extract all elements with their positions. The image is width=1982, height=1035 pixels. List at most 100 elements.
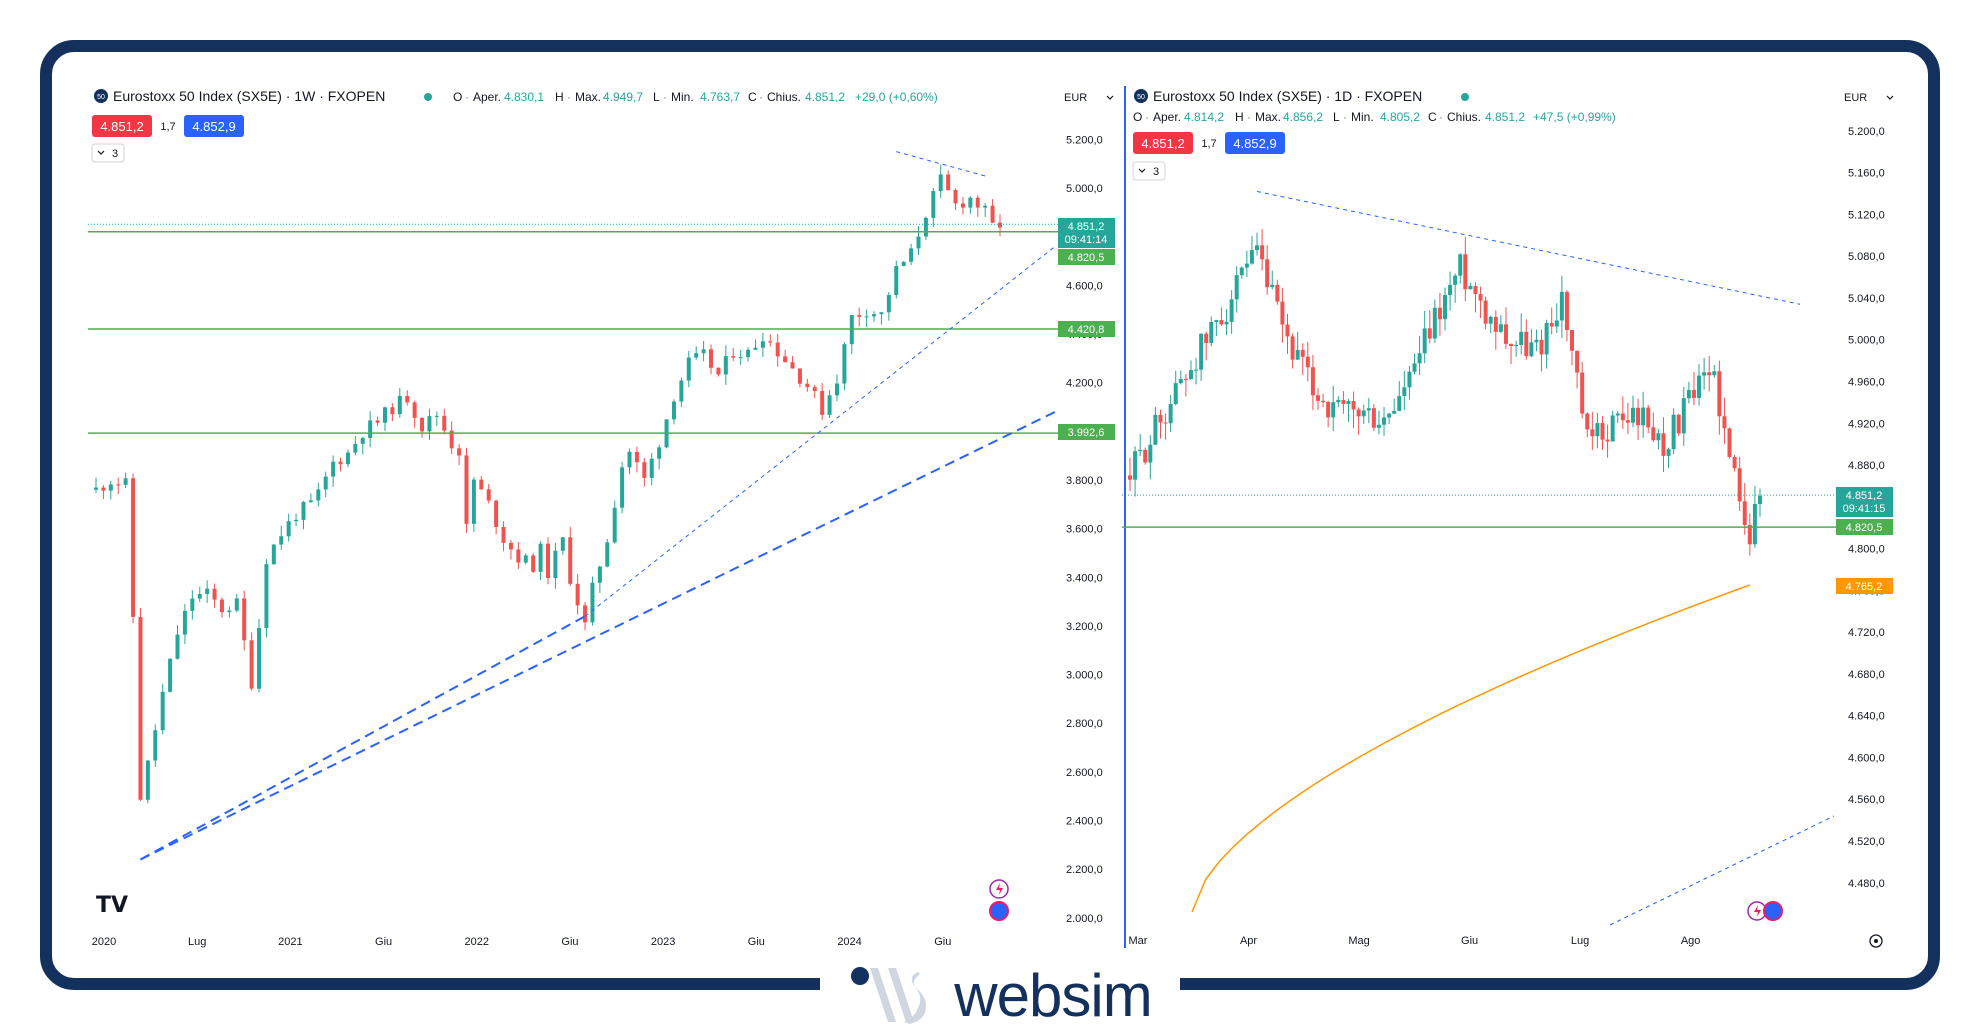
candle-body <box>1595 423 1600 437</box>
candle-body <box>1244 263 1249 268</box>
left-indicators-toggle[interactable] <box>91 143 125 163</box>
candle-body <box>1153 414 1158 445</box>
candle-body <box>345 452 350 465</box>
candle-body <box>1580 372 1585 414</box>
left-bid-button[interactable] <box>92 115 152 137</box>
candle-body <box>998 222 1002 228</box>
candle-body <box>264 564 269 629</box>
candle-body <box>1204 333 1209 344</box>
y-tick-label: 5.000,0 <box>1066 183 1103 195</box>
candle-body <box>1321 400 1326 403</box>
right-plot-area[interactable] <box>1122 190 1836 926</box>
y-tick-label: 4.560,0 <box>1848 794 1885 806</box>
candle-body <box>1509 343 1514 347</box>
right-indicators-toggle[interactable] <box>1132 161 1166 181</box>
left-c-name: Chius. <box>767 90 801 104</box>
candle-body <box>1326 402 1331 418</box>
candle-body <box>1143 449 1148 463</box>
trendline[interactable] <box>140 410 1056 861</box>
candle-body <box>1443 295 1447 320</box>
left-currency-chevron-icon <box>1106 95 1114 100</box>
left-ask-button[interactable] <box>184 115 244 137</box>
left-change: +29,0 (+0,60%) <box>855 90 938 104</box>
right-bid-button[interactable] <box>1133 132 1193 154</box>
trendline[interactable] <box>139 615 586 861</box>
y-tick-label: 5.080,0 <box>1848 251 1885 263</box>
candle-body <box>775 342 780 357</box>
candle-body <box>694 353 699 358</box>
candle-body <box>471 479 476 524</box>
x-tick-label: 2024 <box>837 936 861 948</box>
candle-body <box>479 479 484 490</box>
candle-body <box>1168 404 1173 424</box>
candle-body <box>946 174 951 190</box>
candle-body <box>1681 398 1686 434</box>
right-chevron-down-icon <box>1138 168 1146 173</box>
right-currency: EUR <box>1844 92 1867 104</box>
candle-body <box>642 462 647 478</box>
left-countdown: 09:41:14 <box>1065 234 1108 246</box>
candle-body <box>1686 390 1691 399</box>
candle-body <box>427 416 432 432</box>
candle-body <box>1382 417 1387 425</box>
right-l-name: Min. <box>1351 110 1374 124</box>
right-last-price: 4.851,2 <box>1846 490 1883 502</box>
candle-body <box>168 658 173 692</box>
x-tick-label: Lug <box>188 936 206 948</box>
candle-body <box>1178 378 1183 384</box>
trendline[interactable] <box>584 246 1056 617</box>
left-currency-select[interactable] <box>1058 86 1118 108</box>
candle-body <box>1549 323 1554 327</box>
right-currency-select[interactable] <box>1838 86 1898 108</box>
candle-body <box>1742 501 1747 525</box>
right-ask-button[interactable] <box>1225 132 1285 154</box>
y-tick-label: 2.400,0 <box>1066 816 1103 828</box>
ascending-trendline[interactable] <box>1609 815 1835 926</box>
left-plot-area[interactable] <box>88 151 1058 861</box>
candle-body <box>1702 372 1707 376</box>
candle-body <box>308 500 313 503</box>
left-indicators-count: 3 <box>112 148 118 160</box>
right-o-value: 4.814,2 <box>1184 110 1224 124</box>
x-tick-label: Ago <box>1681 935 1701 947</box>
left-o-name: Aper. <box>473 90 501 104</box>
candle-body <box>323 476 328 490</box>
candle-body <box>1285 324 1290 337</box>
candle-body <box>1534 339 1539 343</box>
candle-body <box>783 356 788 363</box>
candle-body <box>560 537 565 551</box>
settings-gear-center <box>1874 939 1878 943</box>
candle-body <box>953 189 958 204</box>
descending-trendline[interactable] <box>1256 190 1801 305</box>
right-o-name: Aper. <box>1153 110 1181 124</box>
y-tick-label: 4.640,0 <box>1848 711 1885 723</box>
websim-mark-icon <box>851 967 927 1024</box>
x-tick-label: 2020 <box>92 936 116 948</box>
candle-body <box>649 458 654 478</box>
candle-body <box>1397 396 1402 411</box>
candle-body <box>864 316 869 318</box>
candle-body <box>1173 383 1178 405</box>
left-symbol-title[interactable]: Eurostoxx 50 Index (SX5E) · 1W · FXOPEN <box>113 88 385 104</box>
candle-body <box>1524 331 1529 357</box>
candle-body <box>1676 414 1681 434</box>
candle-body <box>731 356 736 358</box>
settings-gear-icon[interactable] <box>1869 934 1883 948</box>
y-tick-label: 4.200,0 <box>1066 378 1103 390</box>
candle-body <box>1519 331 1524 345</box>
candle-body <box>1529 342 1534 357</box>
left-x-axis: 2020 Lug 2021 Giu 2022 Giu 2023 Giu 2024 Giu <box>92 936 952 948</box>
candle-body <box>1671 414 1676 450</box>
left-globe-icon[interactable] <box>989 901 1009 921</box>
right-globe-icon[interactable] <box>1763 901 1783 921</box>
moving-average-line[interactable] <box>1191 584 1751 913</box>
candle-body <box>1544 323 1549 355</box>
right-symbol-title[interactable]: Eurostoxx 50 Index (SX5E) · 1D · FXOPEN <box>1153 88 1422 104</box>
candle-body <box>901 261 906 267</box>
candle-body <box>1656 433 1661 441</box>
candle-body <box>138 616 143 800</box>
candle-body <box>768 341 773 343</box>
left-chevron-down-icon <box>97 150 105 155</box>
right-bid-value: 4.851,2 <box>1141 136 1184 151</box>
candle-body <box>1458 254 1463 276</box>
